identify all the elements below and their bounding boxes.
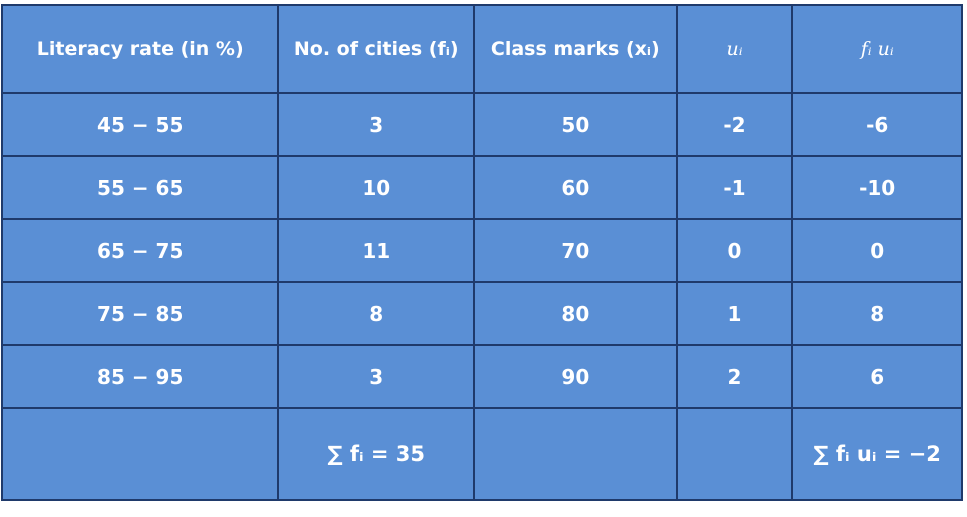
body-cell: 50 (473, 92, 678, 157)
body-cell: 80 (473, 281, 678, 346)
body-cell: 3 (277, 344, 476, 409)
body-cell: 55 − 65 (0, 155, 280, 220)
footer-cell (0, 407, 280, 501)
body-cell: 90 (473, 344, 678, 409)
footer-cell (675, 407, 794, 501)
body-row: 75 − 85 8 80 1 8 (0, 281, 963, 346)
footer-cell (473, 407, 678, 501)
body-cell: 70 (473, 218, 678, 283)
body-cell: 3 (277, 92, 476, 157)
body-cell: 11 (277, 218, 476, 283)
body-cell: -1 (675, 155, 794, 220)
body-cell: 2 (675, 344, 794, 409)
data-table: Literacy rate (in %) No. of cities (fᵢ) … (0, 4, 963, 501)
body-cell: 75 − 85 (0, 281, 280, 346)
footer-cell: ∑ fᵢ = 35 (277, 407, 476, 501)
header-row: Literacy rate (in %) No. of cities (fᵢ) … (0, 4, 963, 94)
body-cell: -10 (791, 155, 963, 220)
body-row: 85 − 95 3 90 2 6 (0, 344, 963, 409)
body-row: 55 − 65 10 60 -1 -10 (0, 155, 963, 220)
body-cell: 8 (277, 281, 476, 346)
body-cell: 60 (473, 155, 678, 220)
body-cell: -6 (791, 92, 963, 157)
header-cell: No. of cities (fᵢ) (277, 4, 476, 94)
header-cell: Literacy rate (in %) (0, 4, 280, 94)
body-row: 65 − 75 11 70 0 0 (0, 218, 963, 283)
body-cell: 65 − 75 (0, 218, 280, 283)
body-row: 45 − 55 3 50 -2 -6 (0, 92, 963, 157)
body-cell: 85 − 95 (0, 344, 280, 409)
header-cell: uᵢ (675, 4, 794, 94)
footer-cell: ∑ fᵢ uᵢ = −2 (791, 407, 963, 501)
body-cell: 1 (675, 281, 794, 346)
body-cell: 0 (675, 218, 794, 283)
body-cell: -2 (675, 92, 794, 157)
header-cell: fᵢ uᵢ (791, 4, 963, 94)
table-body: Literacy rate (in %) No. of cities (fᵢ) … (0, 4, 963, 501)
body-cell: 45 − 55 (0, 92, 280, 157)
header-cell: Class marks (xᵢ) (473, 4, 678, 94)
footer-row: ∑ fᵢ = 35 ∑ fᵢ uᵢ = −2 (0, 407, 963, 501)
body-cell: 0 (791, 218, 963, 283)
body-cell: 6 (791, 344, 963, 409)
body-cell: 8 (791, 281, 963, 346)
body-cell: 10 (277, 155, 476, 220)
